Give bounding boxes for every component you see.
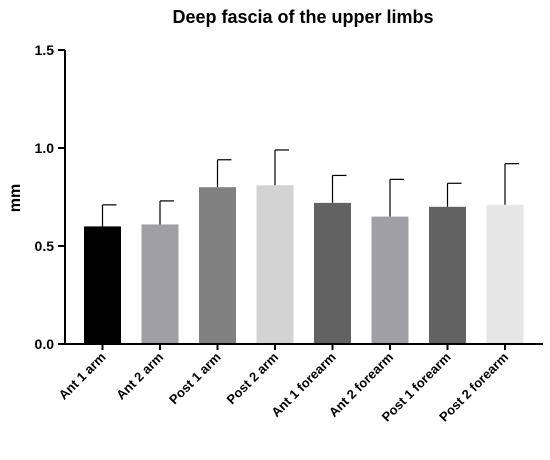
bar	[84, 226, 121, 344]
bar	[256, 185, 294, 344]
y-axis: 0.0 0.5 1.0 1.5	[35, 42, 66, 352]
bar	[141, 224, 179, 344]
x-tick-label: Ant 2 arm	[113, 350, 166, 403]
chart-title: Deep fascia of the upper limbs	[172, 7, 433, 27]
x-tick-label: Ant 1 arm	[56, 350, 109, 403]
bar	[314, 202, 351, 344]
y-axis-label: mm	[7, 184, 24, 212]
bar	[371, 216, 409, 344]
x-tick-label: Post 2 arm	[224, 350, 282, 408]
y-tick-label: 0.0	[35, 336, 55, 352]
y-tick-label: 1.5	[35, 42, 55, 58]
bar	[429, 206, 466, 344]
y-tick-label: 1.0	[35, 140, 55, 156]
bars	[84, 149, 524, 344]
x-tick-label: Post 1 arm	[166, 350, 224, 408]
x-axis: Ant 1 arm Ant 2 arm Post 1 arm Post 2 armAn…	[56, 343, 543, 425]
bar	[199, 187, 236, 344]
bar	[486, 204, 524, 344]
y-tick-label: 0.5	[35, 238, 55, 254]
